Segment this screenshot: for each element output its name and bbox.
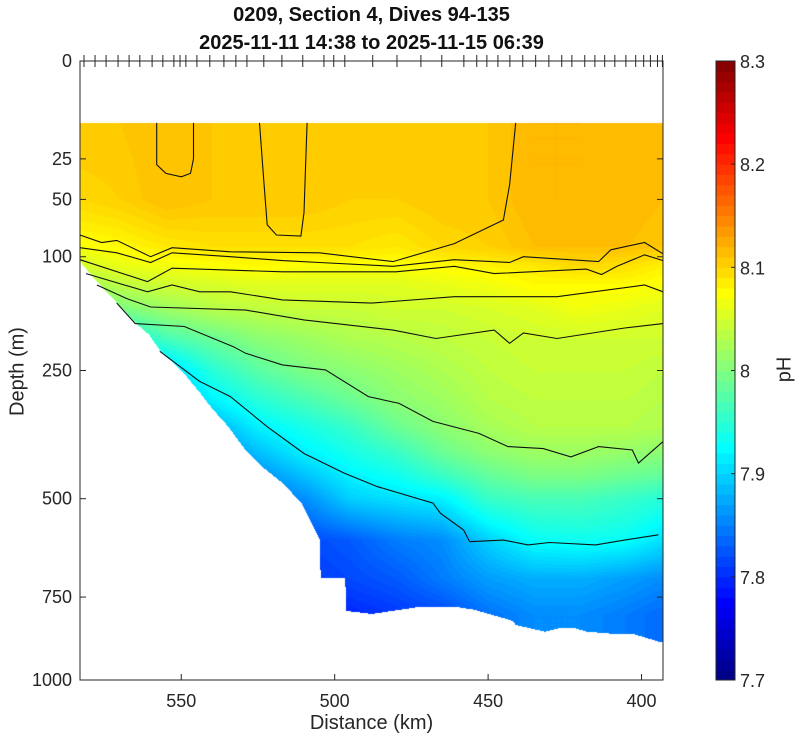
colorbar-swatch (716, 597, 735, 609)
x-tick-label: 550 (166, 691, 196, 711)
colorbar-swatch (716, 422, 735, 433)
colorbar-swatch (716, 226, 735, 237)
contour-line (79, 122, 517, 263)
colorbar-swatch (716, 483, 735, 495)
colorbar-swatch (716, 525, 735, 537)
colorbar-swatch (716, 649, 735, 660)
colorbar-swatch (716, 257, 735, 268)
plot-frame (79, 60, 664, 681)
contour-line (85, 273, 664, 304)
x-axis-label: Distance (km) (309, 712, 434, 734)
colorbar-swatch (716, 545, 735, 557)
colorbar-swatch (716, 195, 735, 206)
axes: 550 500 450 400 0 25 50 100 250 500 750 1000 (32, 51, 664, 711)
colorbar-swatch (716, 453, 735, 464)
colorbar-tick-label: 7.8 (740, 568, 765, 588)
colorbar-swatch (716, 339, 735, 351)
colorbar-swatch (716, 349, 735, 361)
colorbar-swatch (716, 318, 735, 330)
colorbar-swatch (716, 164, 735, 175)
contour-line (159, 350, 659, 546)
colorbar-swatch (716, 71, 735, 83)
colorbar-swatch (716, 102, 735, 114)
y-tick-label: 100 (42, 247, 72, 267)
colorbar-swatch (716, 267, 735, 279)
contour-line (258, 122, 308, 237)
colorbar-tick-label: 8.2 (740, 155, 765, 175)
y-tick-label: 1000 (32, 670, 72, 690)
colorbar-swatch (716, 432, 735, 444)
colorbar-swatch (716, 566, 735, 578)
x-tick-label: 450 (473, 691, 503, 711)
colorbar-swatch (716, 277, 735, 289)
colorbar-swatch (716, 81, 735, 93)
colorbar-swatch (716, 308, 735, 320)
colorbar-swatch (716, 442, 735, 454)
colorbar-swatch (716, 174, 735, 186)
colorbar: 8.3 8.2 8.1 8 7.9 7.8 7.7 (715, 52, 765, 691)
y-tick-label: 25 (52, 149, 72, 169)
colorbar-tick-label: 8.3 (740, 52, 765, 72)
colorbar-swatch (716, 246, 735, 258)
colorbar-swatch (716, 112, 735, 124)
colorbar-swatch (716, 669, 735, 681)
colorbar-swatch (716, 143, 735, 155)
chart-subtitle: 2025-11-11 14:38 to 2025-11-15 06:39 (199, 32, 544, 54)
colorbar-swatch (716, 370, 735, 382)
colorbar-swatch (716, 607, 735, 619)
y-tick-label: 0 (62, 51, 72, 71)
colorbar-swatch (716, 504, 735, 516)
y-tick-label: 750 (42, 587, 72, 607)
contour-line (116, 302, 664, 464)
contour-lines (79, 122, 664, 546)
colorbar-swatch (716, 638, 735, 650)
x-tick-label: 500 (320, 691, 350, 711)
colorbar-swatch (716, 411, 735, 423)
colorbar-swatch (716, 184, 735, 196)
colorbar-swatch (716, 463, 735, 475)
colorbar-swatch (716, 360, 735, 371)
contour-line (96, 284, 664, 345)
colorbar-swatch (716, 494, 735, 506)
colorbar-swatch (716, 514, 735, 526)
colorbar-swatch (716, 153, 735, 165)
y-tick-label: 500 (42, 489, 72, 509)
ph-field (80, 61, 663, 680)
colorbar-swatch (716, 205, 735, 217)
y-tick-label: 50 (52, 189, 72, 209)
colorbar-swatch (716, 380, 735, 392)
contour-line (79, 254, 664, 283)
colorbar-swatch (716, 401, 735, 413)
colorbar-swatch (716, 473, 735, 485)
colorbar-swatch (716, 618, 735, 629)
colorbar-tick-label: 8 (740, 362, 750, 382)
colorbar-tick-label: 7.9 (740, 465, 765, 485)
contour-line (156, 122, 195, 178)
colorbar-swatch (716, 91, 735, 103)
colorbar-swatch (716, 287, 735, 299)
contour-line (79, 241, 664, 267)
colorbar-swatch (716, 236, 735, 248)
colorbar-swatch (716, 215, 735, 227)
colorbar-swatch (716, 556, 735, 568)
chart-title: 0209, Section 4, Dives 94-135 (233, 4, 510, 26)
colorbar-swatch (716, 133, 735, 145)
colorbar-tick-label: 8.1 (740, 258, 765, 278)
colorbar-swatch (716, 576, 735, 588)
colorbar-swatch (716, 298, 735, 310)
colorbar-swatch (716, 587, 735, 598)
colorbar-label: pH (773, 356, 796, 383)
colorbar-tick-label: 7.7 (740, 671, 765, 691)
y-tick-label: 250 (42, 361, 72, 381)
colorbar-swatch (716, 659, 735, 671)
y-axis-label: Depth (m) (6, 327, 29, 416)
x-tick-label: 400 (626, 691, 656, 711)
colorbar-swatch (716, 628, 735, 640)
colorbar-swatch (716, 329, 735, 341)
colorbar-swatch (716, 391, 735, 402)
colorbar-swatch (716, 535, 735, 547)
colorbar-swatch (716, 61, 735, 72)
colorbar-swatch (716, 122, 735, 134)
